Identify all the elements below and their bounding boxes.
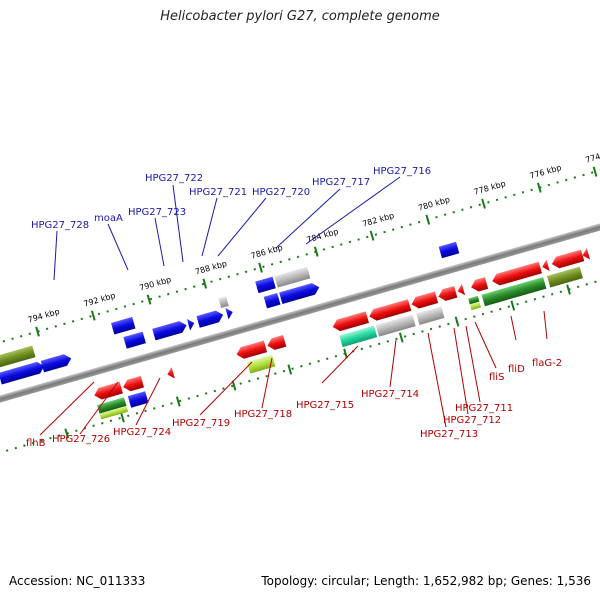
tick-label: 782 kbp xyxy=(361,211,395,229)
gene-label-top[interactable]: HPG27_720 xyxy=(252,187,310,198)
gene-label-top[interactable]: HPG27_717 xyxy=(312,177,370,188)
tick-label: 794 kbp xyxy=(27,307,61,325)
gene-arrow-reverse[interactable] xyxy=(266,335,287,351)
gene-arrow-forward[interactable] xyxy=(196,309,224,328)
gene-label-bottom[interactable]: HPG27_713 xyxy=(420,429,478,440)
gene-label-bottom[interactable]: HPG27_714 xyxy=(361,389,419,400)
gene-arrow-forward[interactable] xyxy=(40,353,73,373)
gene-arrow-reverse[interactable] xyxy=(541,259,550,273)
genome-backbone xyxy=(0,198,600,421)
gene-arrow-reverse[interactable] xyxy=(93,381,123,401)
gene-label-bottom[interactable]: fliS xyxy=(489,372,504,383)
gene-arrow-forward[interactable] xyxy=(255,276,276,294)
feature-band[interactable] xyxy=(468,295,480,305)
gene-arrow-reverse[interactable] xyxy=(550,249,585,270)
gene-label-top[interactable]: HPG27_723 xyxy=(128,207,186,218)
tick-label: 784 kbp xyxy=(306,227,340,245)
gene-arrow-reverse[interactable] xyxy=(437,285,458,302)
feature-band[interactable] xyxy=(274,266,311,288)
gene-arrow-reverse[interactable] xyxy=(410,291,439,310)
feature-band[interactable] xyxy=(546,266,583,288)
gene-arrow-forward[interactable] xyxy=(127,391,149,408)
tick-label: 790 kbp xyxy=(138,275,172,293)
feature-band[interactable] xyxy=(247,354,276,374)
tick-label: 778 kbp xyxy=(473,179,507,197)
gene-label-top[interactable]: HPG27_716 xyxy=(373,166,431,177)
top-callout-lines xyxy=(53,176,401,281)
gene-arrow-forward[interactable] xyxy=(225,306,234,320)
gene-label-bottom[interactable]: flhB xyxy=(26,438,46,449)
gene-label-top[interactable]: HPG27_722 xyxy=(145,173,203,184)
gene-arrow-forward[interactable] xyxy=(152,319,188,341)
feature-band[interactable] xyxy=(0,345,36,369)
gene-arrow-forward[interactable] xyxy=(123,331,146,349)
forward-strand-genes xyxy=(0,241,460,385)
gene-label-bottom[interactable]: fliD xyxy=(508,364,525,375)
upper-major-ticks xyxy=(35,166,598,337)
gene-arrow-forward[interactable] xyxy=(263,293,281,309)
tick-label: 774 kbp xyxy=(584,147,600,165)
gene-arrow-reverse[interactable] xyxy=(368,299,412,322)
gene-arrow-reverse[interactable] xyxy=(235,340,268,361)
gene-arrow-reverse[interactable] xyxy=(456,283,466,297)
gene-arrow-reverse[interactable] xyxy=(491,261,543,287)
feature-band[interactable] xyxy=(375,314,416,337)
gene-arrow-forward[interactable] xyxy=(0,360,46,385)
reverse-strand-genes xyxy=(93,247,591,420)
tick-label: 792 kbp xyxy=(83,291,117,309)
tick-label: 788 kbp xyxy=(194,259,228,277)
feature-band[interactable] xyxy=(481,277,547,307)
gene-arrow-reverse[interactable] xyxy=(166,367,175,380)
gene-arrow-reverse[interactable] xyxy=(122,375,145,393)
gene-label-bottom[interactable]: HPG27_719 xyxy=(172,418,230,429)
accession-label: Accession: NC_011333 xyxy=(9,574,146,588)
gene-arrow-reverse[interactable] xyxy=(331,311,369,332)
gene-arrow-reverse[interactable] xyxy=(469,277,489,293)
tick-label: 776 kbp xyxy=(529,163,563,181)
gene-arrow-forward[interactable] xyxy=(279,281,321,305)
feature-band[interactable] xyxy=(218,296,229,309)
gene-arrow-forward[interactable] xyxy=(111,316,136,335)
tick-label: 780 kbp xyxy=(417,195,451,213)
gene-label-bottom[interactable]: HPG27_724 xyxy=(113,427,171,438)
lower-major-ticks xyxy=(64,284,571,439)
gene-arrow-forward[interactable] xyxy=(438,241,460,259)
bottom-callout-lines xyxy=(39,310,548,436)
feature-band[interactable] xyxy=(97,397,127,414)
gene-label-top[interactable]: HPG27_721 xyxy=(189,187,247,198)
feature-band[interactable] xyxy=(99,405,129,420)
feature-band[interactable] xyxy=(416,306,445,326)
gene-label-top[interactable]: HPG27_728 xyxy=(31,220,89,231)
gene-label-bottom[interactable]: HPG27_726 xyxy=(52,434,110,445)
gene-label-bottom[interactable]: HPG27_711 xyxy=(455,403,513,414)
gene-label-top[interactable]: moaA xyxy=(94,213,123,224)
gene-label-bottom[interactable]: HPG27_715 xyxy=(296,400,354,411)
feature-band[interactable] xyxy=(339,325,378,348)
gene-arrow-forward[interactable] xyxy=(186,317,196,331)
upper-scale-track xyxy=(0,153,600,360)
genome-summary: Topology: circular; Length: 1,652,982 bp… xyxy=(261,574,591,588)
lower-scale-track xyxy=(0,255,600,462)
gene-label-bottom[interactable]: flaG-2 xyxy=(532,358,562,369)
gene-arrow-reverse[interactable] xyxy=(581,247,591,261)
map-title: Helicobacter pylori G27, complete genome xyxy=(160,9,440,24)
feature-band[interactable] xyxy=(469,301,482,311)
gene-label-bottom[interactable]: HPG27_718 xyxy=(234,409,292,420)
gene-label-bottom[interactable]: HPG27_712 xyxy=(443,415,501,426)
